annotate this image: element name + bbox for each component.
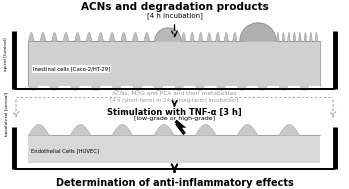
Polygon shape: [240, 23, 276, 41]
Text: [4 h incubation]: [4 h incubation]: [147, 12, 202, 19]
Text: Endothelial Cells [HUVEC]: Endothelial Cells [HUVEC]: [31, 149, 99, 153]
Text: Inestinal cells [Caco-2/HT-29]: Inestinal cells [Caco-2/HT-29]: [33, 67, 110, 71]
Text: ACNs, M3G and PCA and their metabolites: ACNs, M3G and PCA and their metabolites: [112, 91, 237, 96]
Text: [4 h (short-term) or 24 h (long-term) incubation]: [4 h (short-term) or 24 h (long-term) in…: [110, 98, 239, 103]
Bar: [28, 41, 320, 86]
Text: Determination of anti-inflammatory effects: Determination of anti-inflammatory effec…: [55, 178, 294, 188]
Text: Stimulation with TNF-α [3 h]: Stimulation with TNF-α [3 h]: [107, 108, 242, 117]
Polygon shape: [155, 28, 181, 41]
Text: basolateral [serosal]: basolateral [serosal]: [4, 92, 8, 136]
Text: ACNs and degradation products: ACNs and degradation products: [81, 2, 268, 12]
Bar: [28, 135, 320, 163]
Text: [low-grade or high-grade]: [low-grade or high-grade]: [134, 116, 215, 121]
Text: apical [luminal]: apical [luminal]: [4, 37, 8, 71]
